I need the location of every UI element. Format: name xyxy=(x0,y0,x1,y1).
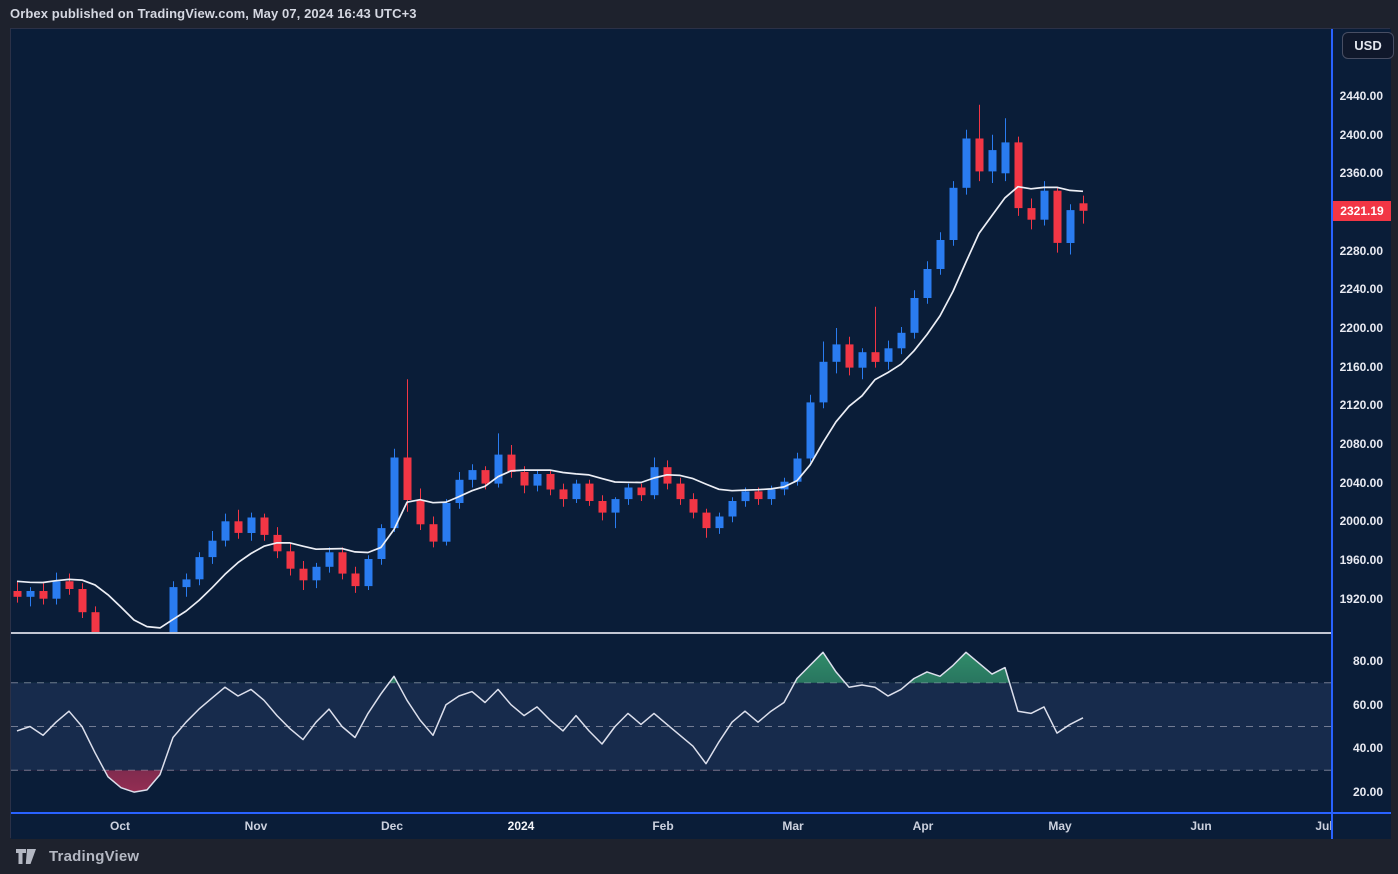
publish-caption: Orbex published on TradingView.com, May … xyxy=(10,6,417,21)
rsi-overbought-fill xyxy=(17,652,1083,683)
rsi-pane[interactable] xyxy=(11,634,1331,812)
price-tick: 2040.00 xyxy=(1339,476,1383,490)
time-label-nov: Nov xyxy=(244,819,268,833)
rsi-chart xyxy=(11,651,1331,793)
price-pane[interactable] xyxy=(11,29,1331,632)
time-label-feb: Feb xyxy=(652,819,674,833)
time-axis[interactable]: Oct Nov Dec 2024 Feb Mar Apr May Jun Jul xyxy=(11,814,1391,839)
price-tick: 1960.00 xyxy=(1339,553,1383,567)
time-label-jul: Jul xyxy=(1315,819,1331,833)
time-label-apr: Apr xyxy=(912,819,934,833)
price-tick: 2080.00 xyxy=(1339,437,1383,451)
rsi-band xyxy=(11,682,1331,771)
price-tick: 2400.00 xyxy=(1339,128,1383,142)
tradingview-mark-icon xyxy=(16,848,36,864)
price-scale-border[interactable] xyxy=(1331,29,1333,839)
candlestick-chart xyxy=(13,104,1088,632)
rsi-tick: 40.00 xyxy=(1352,741,1383,755)
rsi-tick: 60.00 xyxy=(1352,698,1383,712)
price-tick: 2200.00 xyxy=(1339,321,1383,335)
time-label-may: May xyxy=(1048,819,1072,833)
time-scale-border[interactable] xyxy=(11,812,1391,814)
candles xyxy=(13,104,1088,632)
tradingview-logo-text: TradingView xyxy=(49,847,140,865)
price-tick: 2160.00 xyxy=(1339,360,1383,374)
time-label-mar: Mar xyxy=(782,819,804,833)
tradingview-logo[interactable]: TradingView xyxy=(16,845,139,867)
price-axis[interactable]: USD 2321.19 2440.00 2400.00 2360.00 2280.00… xyxy=(1333,29,1394,812)
chart-container: USD 2321.19 2440.00 2400.00 2360.00 2280.00… xyxy=(10,28,1394,839)
time-label-jun: Jun xyxy=(1190,819,1212,833)
price-tick: 2240.00 xyxy=(1339,282,1383,296)
price-tick: 1920.00 xyxy=(1339,592,1383,606)
price-tick: 2280.00 xyxy=(1339,244,1383,258)
pane-separator[interactable] xyxy=(11,632,1331,634)
price-tick: 2360.00 xyxy=(1339,166,1383,180)
price-tick: 2440.00 xyxy=(1339,89,1383,103)
rsi-tick: 80.00 xyxy=(1352,654,1383,668)
last-price-badge: 2321.19 xyxy=(1333,201,1391,221)
price-tick: 2120.00 xyxy=(1339,398,1383,412)
moving-average-line xyxy=(16,185,1084,629)
rsi-tick: 20.00 xyxy=(1352,785,1383,799)
time-label-oct: Oct xyxy=(109,819,131,833)
time-label-2024: 2024 xyxy=(507,819,535,833)
rsi-line xyxy=(16,651,1084,793)
price-tick: 2000.00 xyxy=(1339,514,1383,528)
time-label-dec: Dec xyxy=(380,819,404,833)
rsi-oversold-fill xyxy=(17,770,1083,793)
currency-button[interactable]: USD xyxy=(1342,32,1394,59)
